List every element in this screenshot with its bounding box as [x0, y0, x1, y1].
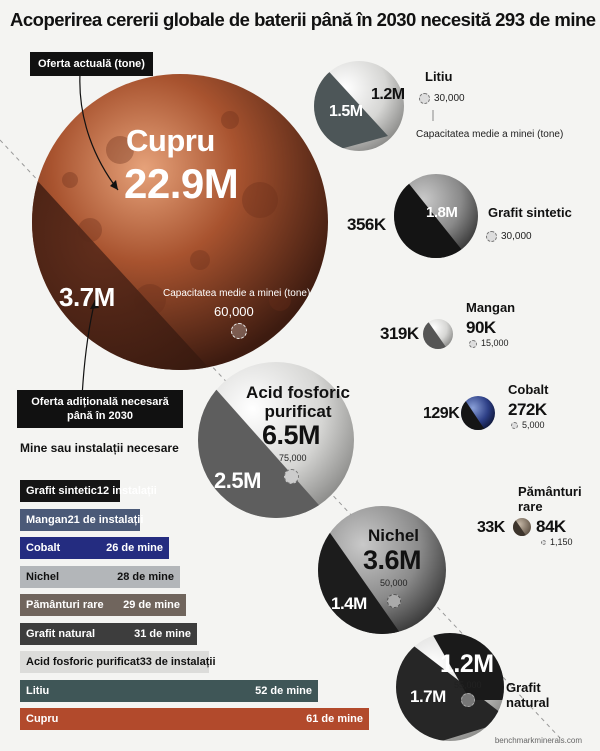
bar-value: 26 de mine — [106, 542, 163, 554]
cobalt-capacity: 5,000 — [511, 420, 545, 430]
nichel-additional: 1.4M — [331, 594, 367, 613]
sphere-cupru — [32, 74, 328, 370]
bar-acid-fosforic-purificat: Acid fosforic purificat 33 de instalații — [20, 651, 216, 673]
legend-current-supply: Oferta actuală (tone) — [30, 52, 153, 76]
bar-nichel: Nichel 28 de mine — [20, 565, 180, 588]
bar-label: Mangan — [26, 513, 68, 526]
cupru-capacity: 60,000 — [214, 304, 254, 319]
mangan-name: Mangan — [466, 300, 516, 315]
nichel-capacity: 50,000 — [380, 578, 408, 588]
capacity-dot-icon — [541, 540, 546, 546]
litiu-capacity: 30,000 — [419, 93, 465, 104]
cobalt-additional: 129K — [423, 405, 460, 422]
cupru-name: Cupru — [126, 123, 215, 158]
acid-name: Acid fosforic purificat — [246, 383, 350, 421]
pamanturi-rare-current: 84K — [536, 517, 566, 536]
cupru-capacity-dot — [231, 323, 247, 339]
sphere-grafit-natural — [396, 633, 504, 741]
litiu-additional: 1.5M — [329, 103, 363, 120]
bar-label: Cupru — [26, 713, 59, 725]
sphere-pamanturi-rare — [513, 518, 531, 536]
grafit-natural-current: 1.2M — [440, 650, 494, 678]
source-footer: benchmarkminerals.com — [494, 736, 582, 745]
nichel-name: Nichel — [368, 526, 420, 545]
bar-label: Nichel — [26, 570, 60, 583]
capacity-dot-icon — [419, 93, 430, 104]
bar-pământuri-rare: Pământuri rare 29 de mine — [20, 594, 186, 616]
mangan-current: 90K — [466, 318, 496, 337]
pamanturi-rare-capacity: 1,150 — [541, 537, 573, 547]
bar-cobalt: Cobalt 26 de mine — [20, 537, 169, 559]
grafit-sintetic-capacity: 30,000 — [486, 231, 532, 242]
cupru-additional: 3.7M — [59, 282, 115, 312]
pamanturi-rare-additional: 33K — [477, 519, 505, 536]
cupru-current: 22.9M — [124, 160, 239, 207]
cupru-capacity-label: Capacitatea medie a minei (tone) — [163, 288, 311, 299]
grafit-sintetic-current: 1.8M — [426, 204, 458, 221]
bar-value: 61 de mine — [306, 713, 363, 725]
bar-label: Grafit sintetic — [26, 485, 97, 497]
bar-value: 12 instalații — [96, 485, 157, 497]
bar-value: 33 de instalații — [139, 656, 216, 668]
cobalt-name: Cobalt — [508, 382, 549, 397]
page-title: Acoperirea cererii globale de baterii pâ… — [10, 9, 600, 30]
legend-additional-line1: Oferta adițională necesară — [31, 396, 169, 408]
cobalt-current: 272K — [508, 400, 547, 419]
bar-grafit-natural: Grafit natural 31 de mine — [20, 622, 197, 645]
bar-value: 31 de mine — [134, 627, 191, 640]
legend-additional-line2: până în 2030 — [66, 410, 134, 422]
pointer-additional — [81, 299, 96, 399]
grafit-natural-capacity-dot — [461, 693, 475, 707]
nichel-capacity-dot — [387, 594, 401, 608]
sphere-acid-fosforic — [198, 362, 354, 518]
bars-heading: Mine sau instalații necesare — [20, 441, 179, 455]
bar-litiu: Litiu 52 de mine — [20, 679, 318, 702]
legend-additional-supply: Oferta adițională necesară până în 2030 — [17, 390, 183, 428]
acid-additional: 2.5M — [214, 468, 261, 493]
bar-label: Pământuri rare — [26, 599, 104, 611]
bar-value: 28 de mine — [117, 570, 174, 583]
bar-grafit-sintetic: Grafit sintetic 12 instalații — [20, 480, 157, 502]
mangan-capacity: 15,000 — [469, 338, 509, 348]
grafit-sintetic-name: Grafit sintetic — [488, 205, 572, 220]
acid-current: 6.5M — [262, 420, 321, 450]
bar-cupru: Cupru 61 de mine — [20, 708, 369, 730]
capacity-dot-icon — [511, 422, 518, 430]
grafit-natural-name: Grafit natural — [506, 680, 550, 710]
nichel-current: 3.6M — [363, 545, 422, 575]
bar-value: 21 de instalații — [67, 513, 144, 526]
litiu-name: Litiu — [425, 69, 453, 84]
bar-value: 52 de mine — [255, 684, 312, 697]
sphere-cobalt — [461, 396, 495, 430]
acid-capacity: 75,000 — [279, 453, 307, 463]
capacity-dot-icon — [486, 231, 497, 242]
bar-label: Grafit natural — [26, 627, 96, 640]
bar-label: Cobalt — [26, 542, 61, 554]
bar-mangan: Mangan 21 de instalații — [20, 508, 143, 531]
pamanturi-rare-name: Pământuri rare — [518, 484, 582, 514]
mangan-additional: 319K — [380, 324, 419, 343]
capacity-caption: Capacitatea medie a minei (tone) — [416, 129, 564, 140]
litiu-current: 1.2M — [371, 86, 405, 103]
acid-capacity-dot — [284, 469, 299, 484]
grafit-natural-additional: 1.7M — [410, 687, 446, 706]
capacity-dot-icon — [469, 339, 477, 348]
bar-value: 29 de mine — [123, 599, 180, 611]
bar-label: Acid fosforic purificat — [26, 656, 140, 668]
grafit-sintetic-additional: 356K — [347, 215, 386, 234]
pointer-current — [79, 73, 119, 191]
grafit-natural-capacity: 55,000 — [454, 680, 482, 690]
sphere-grafit-sintetic — [394, 174, 478, 258]
sphere-mangan — [423, 319, 453, 349]
bar-label: Litiu — [26, 684, 50, 697]
